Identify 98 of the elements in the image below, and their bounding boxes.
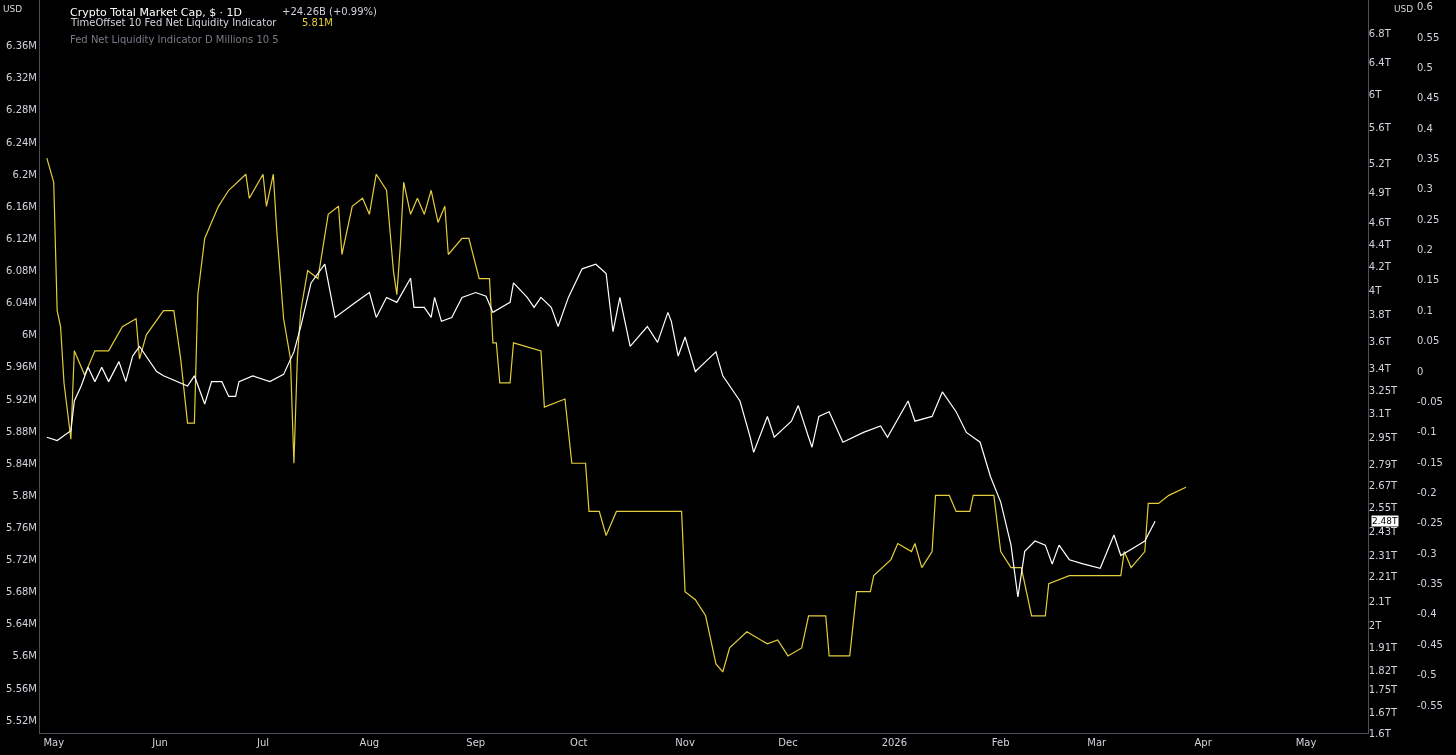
y2-tick-label: 2.79T [1368, 458, 1399, 470]
text: USD [3, 4, 23, 14]
y3-tick-label: 0.55 [1417, 31, 1440, 43]
x-tick-label: Nov [675, 737, 695, 748]
x-tick-label: Jul [255, 737, 270, 748]
text: Crypto Total Market Cap, $ · 1D [70, 6, 243, 19]
x-tick-label: Sep [466, 737, 486, 748]
x-tick-label: May [1295, 737, 1317, 748]
y3-tick-label: 0.25 [1417, 213, 1440, 225]
y-tick-label: 6.08M [6, 265, 37, 277]
y-tick-label: 5.88M [6, 425, 37, 437]
text: TimeOffset 10 Fed Net Liquidity Indicator [70, 17, 278, 28]
y2-tick-label: 6.4T [1368, 57, 1392, 69]
y3-tick-label: -0.3 [1417, 547, 1437, 559]
y2-tick-label: 1.82T [1368, 665, 1399, 677]
y-tick-label: 6.36M [6, 40, 37, 52]
y2-tick-label: 4.4T [1368, 238, 1392, 250]
x-tick-label: Feb [991, 737, 1010, 748]
y2-tick-label: 1.6T [1368, 727, 1392, 739]
y2-tick-label: 5.6T [1368, 121, 1392, 133]
x-tick-label: Aug [359, 737, 380, 748]
y2-tick-label: 1.75T [1368, 684, 1399, 696]
y3-tick-label: -0.35 [1417, 578, 1443, 590]
y-tick-label: 5.6M [12, 650, 37, 662]
y2-tick-label: 4T [1368, 284, 1383, 296]
line-series [46, 263, 1156, 598]
y3-tick-label: 0.5 [1417, 61, 1433, 73]
y-tick-label: 5.84M [6, 457, 37, 469]
y2-tick-label: 5.2T [1368, 157, 1392, 169]
y-tick-label: 6.04M [6, 297, 37, 309]
y3-tick-label: 0.15 [1417, 274, 1440, 286]
y2-tick-label: 3.25T [1368, 384, 1399, 396]
y-tick-label: 5.8M [12, 489, 37, 501]
y2-tick-label: 2.1T [1368, 596, 1392, 608]
y3-tick-label: 0.2 [1417, 244, 1433, 256]
y2-tick-label: 1.67T [1368, 706, 1399, 718]
y2-tick-label: 2.67T [1368, 479, 1399, 491]
x-tick-label: May [43, 737, 65, 748]
text: 2.48T [1372, 516, 1399, 526]
y-tick-label: 5.56M [6, 682, 37, 694]
y2-tick-label: 6.8T [1368, 28, 1392, 40]
y2-tick-label: 3.6T [1368, 335, 1392, 347]
y-tick-label: 6.24M [6, 136, 37, 148]
line-series [46, 157, 1187, 673]
y3-tick-label: -0.4 [1417, 608, 1437, 620]
y2-tick-label: 2.55T [1368, 502, 1399, 514]
x-tick-label: 2026 [881, 737, 908, 748]
y2-tick-label: 2.43T [1368, 525, 1399, 537]
annotation: Fed Net Liquidity Indicator D Millions 10 5 [70, 34, 279, 45]
annotation: +24.26B (+0.99%) [282, 6, 378, 17]
y-tick-label: 5.64M [6, 618, 37, 630]
y-tick-label: 6.32M [6, 72, 37, 84]
y2-tick-label: 2T [1368, 619, 1383, 631]
y2-tick-label: 4.2T [1368, 261, 1392, 273]
y3-tick-label: 0.05 [1417, 335, 1440, 347]
y-tick-label: 5.76M [6, 521, 37, 533]
y-tick-label: 5.92M [6, 393, 37, 405]
y2-tick-label: 2.21T [1368, 571, 1399, 583]
y2-tick-label: 6T [1368, 88, 1383, 100]
x-tick-label: Mar [1087, 737, 1108, 748]
x-tick-label: Oct [570, 737, 588, 748]
y3-tick-label: 0.45 [1417, 92, 1440, 104]
y-tick-label: 6.28M [6, 104, 37, 116]
x-tick-label: Dec [778, 737, 798, 748]
y3-tick-label: -0.05 [1417, 395, 1443, 407]
y2-tick-label: 3.8T [1368, 309, 1392, 321]
y3-tick-label: 0.1 [1417, 304, 1433, 316]
y-tick-label: 5.52M [6, 714, 37, 726]
y2-tick-label: 4.9T [1368, 186, 1392, 198]
y3-tick-label: -0.5 [1417, 669, 1437, 681]
y2-tick-label: 1.91T [1368, 641, 1399, 653]
annotation: 5.81M [302, 17, 333, 28]
y3-tick-label: 0.4 [1417, 122, 1433, 134]
y-tick-label: 5.96M [6, 361, 37, 373]
y-tick-label: 5.68M [6, 586, 37, 598]
y-tick-label: 6.16M [6, 200, 37, 212]
y-tick-label: 6.2M [12, 168, 37, 180]
text: USD [1394, 4, 1414, 14]
y2-tick-label: 4.6T [1368, 217, 1392, 229]
y2-tick-label: 3.4T [1368, 363, 1392, 375]
y-tick-label: 5.72M [6, 554, 37, 566]
y2-tick-label: 2.31T [1368, 549, 1399, 561]
y3-tick-label: -0.15 [1417, 456, 1443, 468]
y3-tick-label: -0.25 [1417, 517, 1443, 529]
y3-tick-label: -0.55 [1417, 699, 1443, 711]
y2-tick-label: 2.95T [1368, 431, 1399, 443]
y-tick-label: 6M [22, 329, 37, 341]
y3-tick-label: -0.1 [1417, 426, 1437, 438]
y3-tick-label: 0 [1417, 365, 1424, 377]
y3-tick-label: -0.45 [1417, 638, 1443, 650]
y3-tick-label: 0.35 [1417, 153, 1440, 164]
y3-tick-label: 0.3 [1417, 183, 1433, 195]
x-tick-label: Jun [151, 737, 168, 748]
x-tick-label: Apr [1194, 737, 1213, 748]
y2-tick-label: 3.1T [1368, 407, 1392, 419]
y-tick-label: 6.12M [6, 232, 37, 244]
y3-tick-label: 0.6 [1417, 1, 1433, 13]
y3-tick-label: -0.2 [1417, 487, 1437, 499]
